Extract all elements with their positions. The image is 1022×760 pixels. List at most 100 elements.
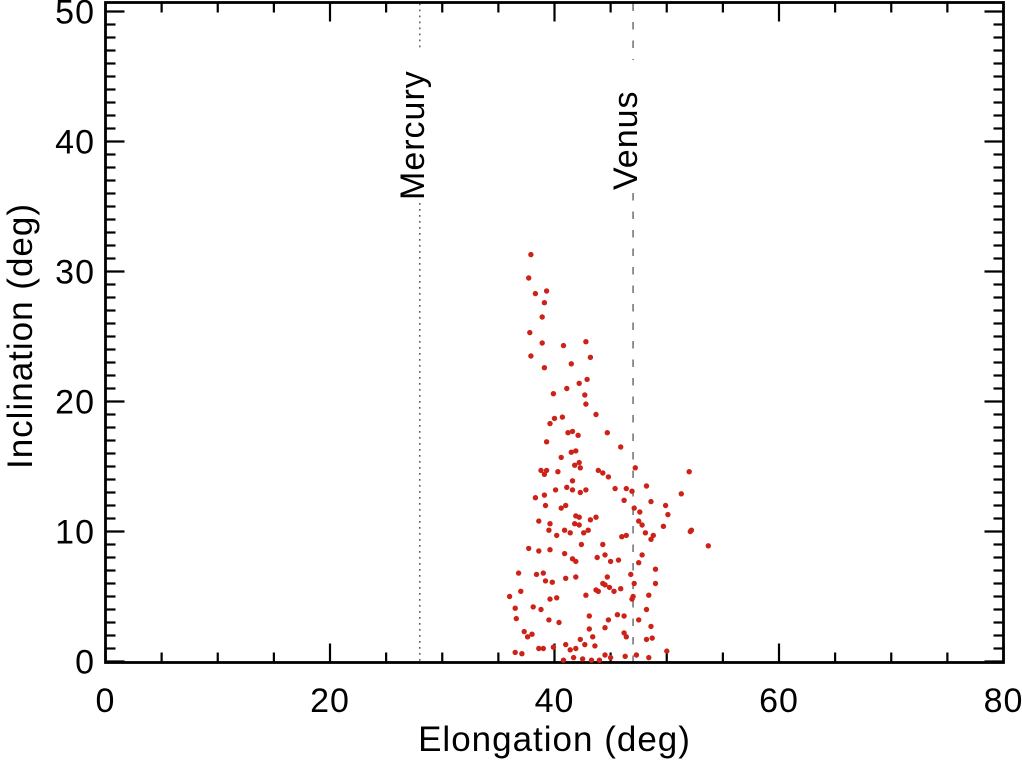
data-point (590, 634, 596, 640)
data-point (512, 649, 518, 656)
data-point (541, 492, 548, 498)
data-point (595, 588, 601, 594)
data-point (547, 521, 553, 527)
data-point (513, 615, 519, 622)
data-point (550, 391, 557, 397)
data-point (678, 491, 684, 497)
y-tick-label: 20 (55, 384, 95, 422)
data-point (648, 498, 654, 505)
data-point (576, 514, 582, 520)
data-point (538, 606, 544, 613)
data-point (561, 527, 568, 533)
data-point (527, 329, 533, 336)
data-point (521, 628, 527, 635)
data-point (567, 530, 573, 536)
data-point (595, 467, 601, 474)
data-point (602, 652, 608, 658)
data-point (543, 439, 550, 445)
data-point (646, 592, 652, 598)
data-point (631, 580, 637, 587)
data-point (563, 575, 569, 581)
data-point (650, 532, 656, 539)
data-point (532, 290, 539, 297)
data-point (665, 511, 671, 518)
data-point (596, 657, 603, 663)
data-point (636, 518, 642, 524)
data-point (643, 636, 650, 643)
data-point (587, 517, 594, 523)
plot-frame (104, 1, 1005, 664)
data-point (529, 631, 535, 637)
data-point (607, 654, 614, 661)
data-point (528, 353, 534, 359)
data-point (621, 497, 627, 503)
data-point (536, 645, 542, 652)
data-point (546, 617, 552, 623)
data-point (573, 645, 579, 652)
data-point (533, 571, 540, 578)
data-point (554, 532, 560, 539)
data-point (705, 543, 711, 549)
y-tick-labels: 0 10 20 30 40 50 (55, 0, 95, 682)
data-point (568, 449, 574, 455)
data-point (643, 606, 650, 613)
data-point (547, 420, 553, 427)
data-point (577, 489, 583, 496)
data-point (614, 612, 621, 618)
data-point (633, 652, 640, 658)
data-point (573, 448, 579, 454)
data-point (559, 414, 566, 420)
data-point (532, 495, 539, 501)
data-point (568, 361, 574, 367)
x-tick-label: 40 (535, 682, 575, 720)
data-point (506, 593, 513, 600)
data-point (604, 574, 610, 580)
data-point (584, 376, 590, 383)
data-point (583, 339, 589, 345)
data-point (519, 651, 525, 657)
data-point (563, 502, 569, 509)
data-point (569, 478, 576, 484)
y-tick-label: 30 (55, 254, 95, 292)
data-point (582, 641, 588, 648)
data-point (542, 502, 549, 509)
data-point (629, 596, 635, 602)
data-point (648, 623, 654, 630)
data-point (540, 645, 546, 652)
data-point (556, 619, 562, 626)
data-point (518, 588, 524, 594)
y-tick-label: 0 (75, 644, 95, 682)
data-point (615, 557, 622, 563)
venus-label: Venus (607, 90, 645, 190)
data-point (581, 530, 587, 536)
data-point (623, 634, 629, 640)
data-point (600, 470, 606, 476)
data-point (648, 536, 654, 542)
data-point (592, 643, 598, 649)
y-tick-label: 40 (55, 124, 95, 162)
data-point (555, 469, 561, 475)
data-point (583, 401, 589, 407)
data-point (560, 342, 567, 349)
data-point (577, 465, 583, 471)
axis-ticks (104, 3, 1005, 663)
data-point (551, 415, 558, 422)
data-point (549, 579, 555, 585)
data-point (569, 428, 576, 435)
data-point (611, 588, 617, 594)
data-point (543, 288, 550, 294)
data-point (577, 636, 583, 643)
data-point (593, 411, 599, 418)
data-point (628, 571, 634, 578)
data-point (639, 552, 645, 558)
data-point (561, 550, 568, 557)
data-point (605, 617, 612, 623)
data-point (573, 558, 579, 565)
data-point (662, 502, 669, 509)
data-point (576, 380, 582, 386)
data-point (585, 527, 591, 533)
data-point (600, 541, 606, 548)
data-point (636, 560, 642, 566)
